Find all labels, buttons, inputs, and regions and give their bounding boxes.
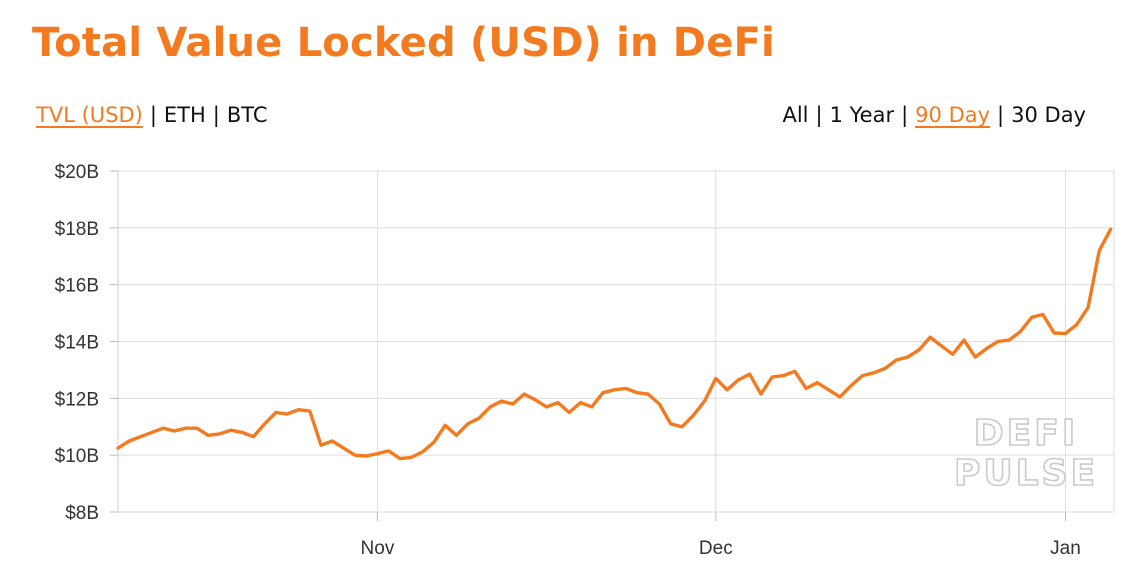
watermark-text: DEFI	[974, 413, 1078, 454]
range-tab-30-day[interactable]: 30 Day	[1011, 103, 1086, 127]
range-tab-90-day[interactable]: 90 Day	[915, 103, 991, 127]
y-tick-label: $8B	[65, 503, 99, 524]
y-tick-label: $20B	[55, 162, 99, 183]
metric-tabs: TVL (USD) | ETH | BTC	[36, 103, 268, 127]
tab-separator: |	[997, 103, 1005, 127]
metric-tab-btc[interactable]: BTC	[226, 103, 268, 127]
range-tab-1-year[interactable]: 1 Year	[829, 103, 895, 127]
y-tick-label: $18B	[55, 219, 99, 240]
metric-tab-tvl-usd[interactable]: TVL (USD)	[36, 103, 143, 127]
y-tick-label: $16B	[55, 276, 99, 297]
metric-tab-eth[interactable]: ETH	[163, 103, 206, 127]
tvl-series-line	[116, 227, 1113, 461]
tab-separator: |	[149, 103, 157, 127]
axes: $8B $10B $12B $14B $16B $18B $20B Nov Dec Jan	[55, 162, 1081, 559]
y-tick-label: $12B	[55, 389, 99, 410]
series-layer	[116, 227, 1113, 461]
watermark-text: PULSE	[954, 453, 1098, 494]
tab-separator: |	[815, 103, 823, 127]
y-tick-label: $10B	[55, 446, 99, 467]
x-tick-label: Jan	[1050, 538, 1081, 559]
x-tick-label: Nov	[361, 538, 395, 559]
tab-separator: |	[212, 103, 220, 127]
range-tab-all[interactable]: All	[782, 103, 809, 127]
y-tick-label: $14B	[55, 333, 99, 354]
grid	[118, 170, 1115, 513]
range-tabs: All | 1 Year | 90 Day | 30 Day	[782, 103, 1086, 127]
chart-title: Total Value Locked (USD) in DeFi	[32, 20, 775, 66]
tab-separator: |	[901, 103, 909, 127]
x-tick-label: Dec	[699, 538, 733, 559]
